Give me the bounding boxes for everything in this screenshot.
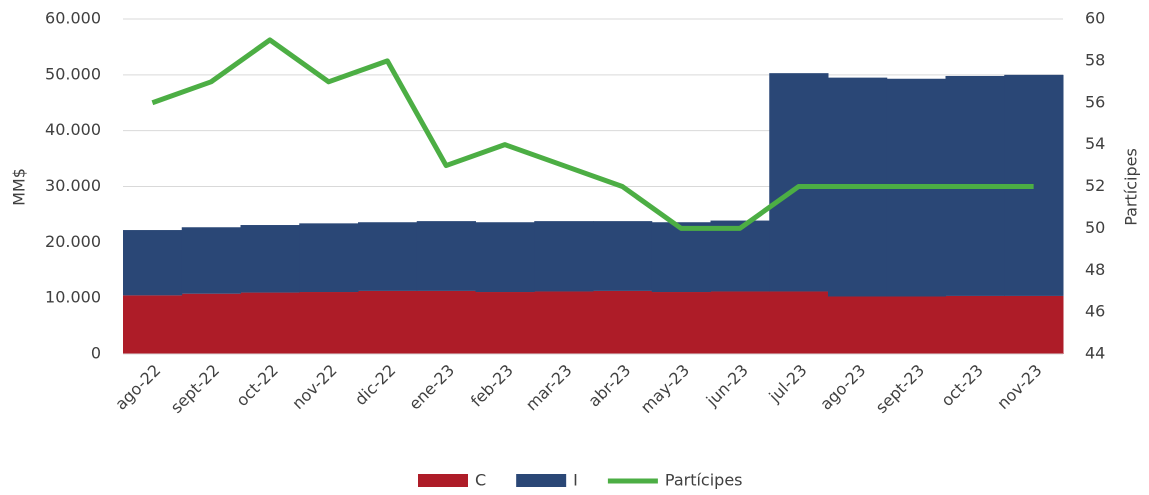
y-axis-label: MM$ — [10, 168, 29, 206]
y2-tick-label: 54 — [1085, 134, 1105, 153]
bar-segment — [299, 223, 359, 293]
bar-segment — [1004, 295, 1064, 354]
bar-segment — [299, 292, 359, 354]
x-tick-label: oct-22 — [232, 361, 281, 410]
y-tick-label: 20.000 — [45, 232, 101, 251]
legend-label: Partícipes — [665, 471, 743, 490]
y2-tick-label: 56 — [1085, 92, 1105, 111]
y2-tick-label: 52 — [1085, 176, 1105, 195]
bar-segment — [240, 292, 300, 354]
bar-segment — [416, 221, 476, 291]
bar-segment — [769, 291, 829, 354]
bar-segment — [769, 73, 829, 292]
x-tick-label: abr-23 — [584, 361, 634, 411]
bar-segment — [651, 222, 711, 293]
line — [151, 37, 1034, 231]
y2-tick-label: 48 — [1085, 260, 1105, 279]
x-tick-label: sept-23 — [872, 361, 928, 417]
bar-segment — [240, 225, 300, 293]
y2-tick-label: 46 — [1085, 302, 1105, 321]
legend-label: C — [475, 471, 486, 490]
x-tick-label: jun-23 — [702, 361, 752, 411]
bar-segment — [181, 293, 241, 354]
x-tick-label: ene-23 — [405, 361, 458, 414]
bar-segment — [475, 292, 535, 354]
bar-segment — [710, 220, 770, 292]
y-tick-label: 10.000 — [45, 288, 101, 307]
bar-segment — [181, 227, 241, 294]
x-tick-label: nov-23 — [993, 361, 1045, 413]
bar-segment — [593, 221, 653, 291]
x-tick-label: may-23 — [637, 361, 693, 417]
legend-label: I — [573, 471, 578, 490]
x-tick-label: oct-23 — [937, 361, 986, 410]
bar-segment — [123, 295, 183, 354]
y-tick-label: 0 — [91, 344, 101, 363]
y-tick-label: 30.000 — [45, 176, 101, 195]
bar-segment — [416, 290, 476, 354]
bar-segment — [651, 292, 711, 354]
legend-swatch — [418, 474, 468, 487]
x-tick-label: ago-23 — [816, 361, 869, 414]
y2-tick-label: 60 — [1085, 9, 1105, 28]
bar-segment — [123, 230, 183, 296]
bar-segment — [534, 291, 594, 354]
legend-swatch — [516, 474, 567, 487]
y2-tick-label: 58 — [1085, 50, 1105, 69]
bar-segment — [534, 221, 594, 292]
bar-segment — [358, 222, 418, 291]
x-tick-label: feb-23 — [467, 361, 517, 411]
bar-segment — [886, 296, 946, 354]
x-tick-label: sept-22 — [167, 361, 223, 417]
bar-segment — [358, 290, 418, 354]
y-tick-label: 50.000 — [45, 64, 101, 83]
x-tick-label: mar-23 — [522, 361, 576, 415]
bar-segment — [945, 295, 1005, 354]
y2-tick-label: 44 — [1085, 344, 1105, 363]
x-tick-label: jul-23 — [765, 361, 811, 407]
y2-tick-label: 50 — [1085, 218, 1105, 237]
y-tick-label: 60.000 — [45, 9, 101, 28]
x-tick-label: dic-22 — [351, 361, 399, 409]
bar-segment — [475, 222, 535, 293]
x-tick-label: nov-22 — [288, 361, 340, 413]
bar-segment — [593, 290, 653, 354]
bar-segment — [828, 296, 888, 354]
y2-axis-label: Partícipes — [1122, 148, 1141, 226]
bar-segment — [710, 291, 770, 354]
y-tick-label: 40.000 — [45, 120, 101, 139]
x-tick-label: ago-22 — [111, 361, 164, 414]
